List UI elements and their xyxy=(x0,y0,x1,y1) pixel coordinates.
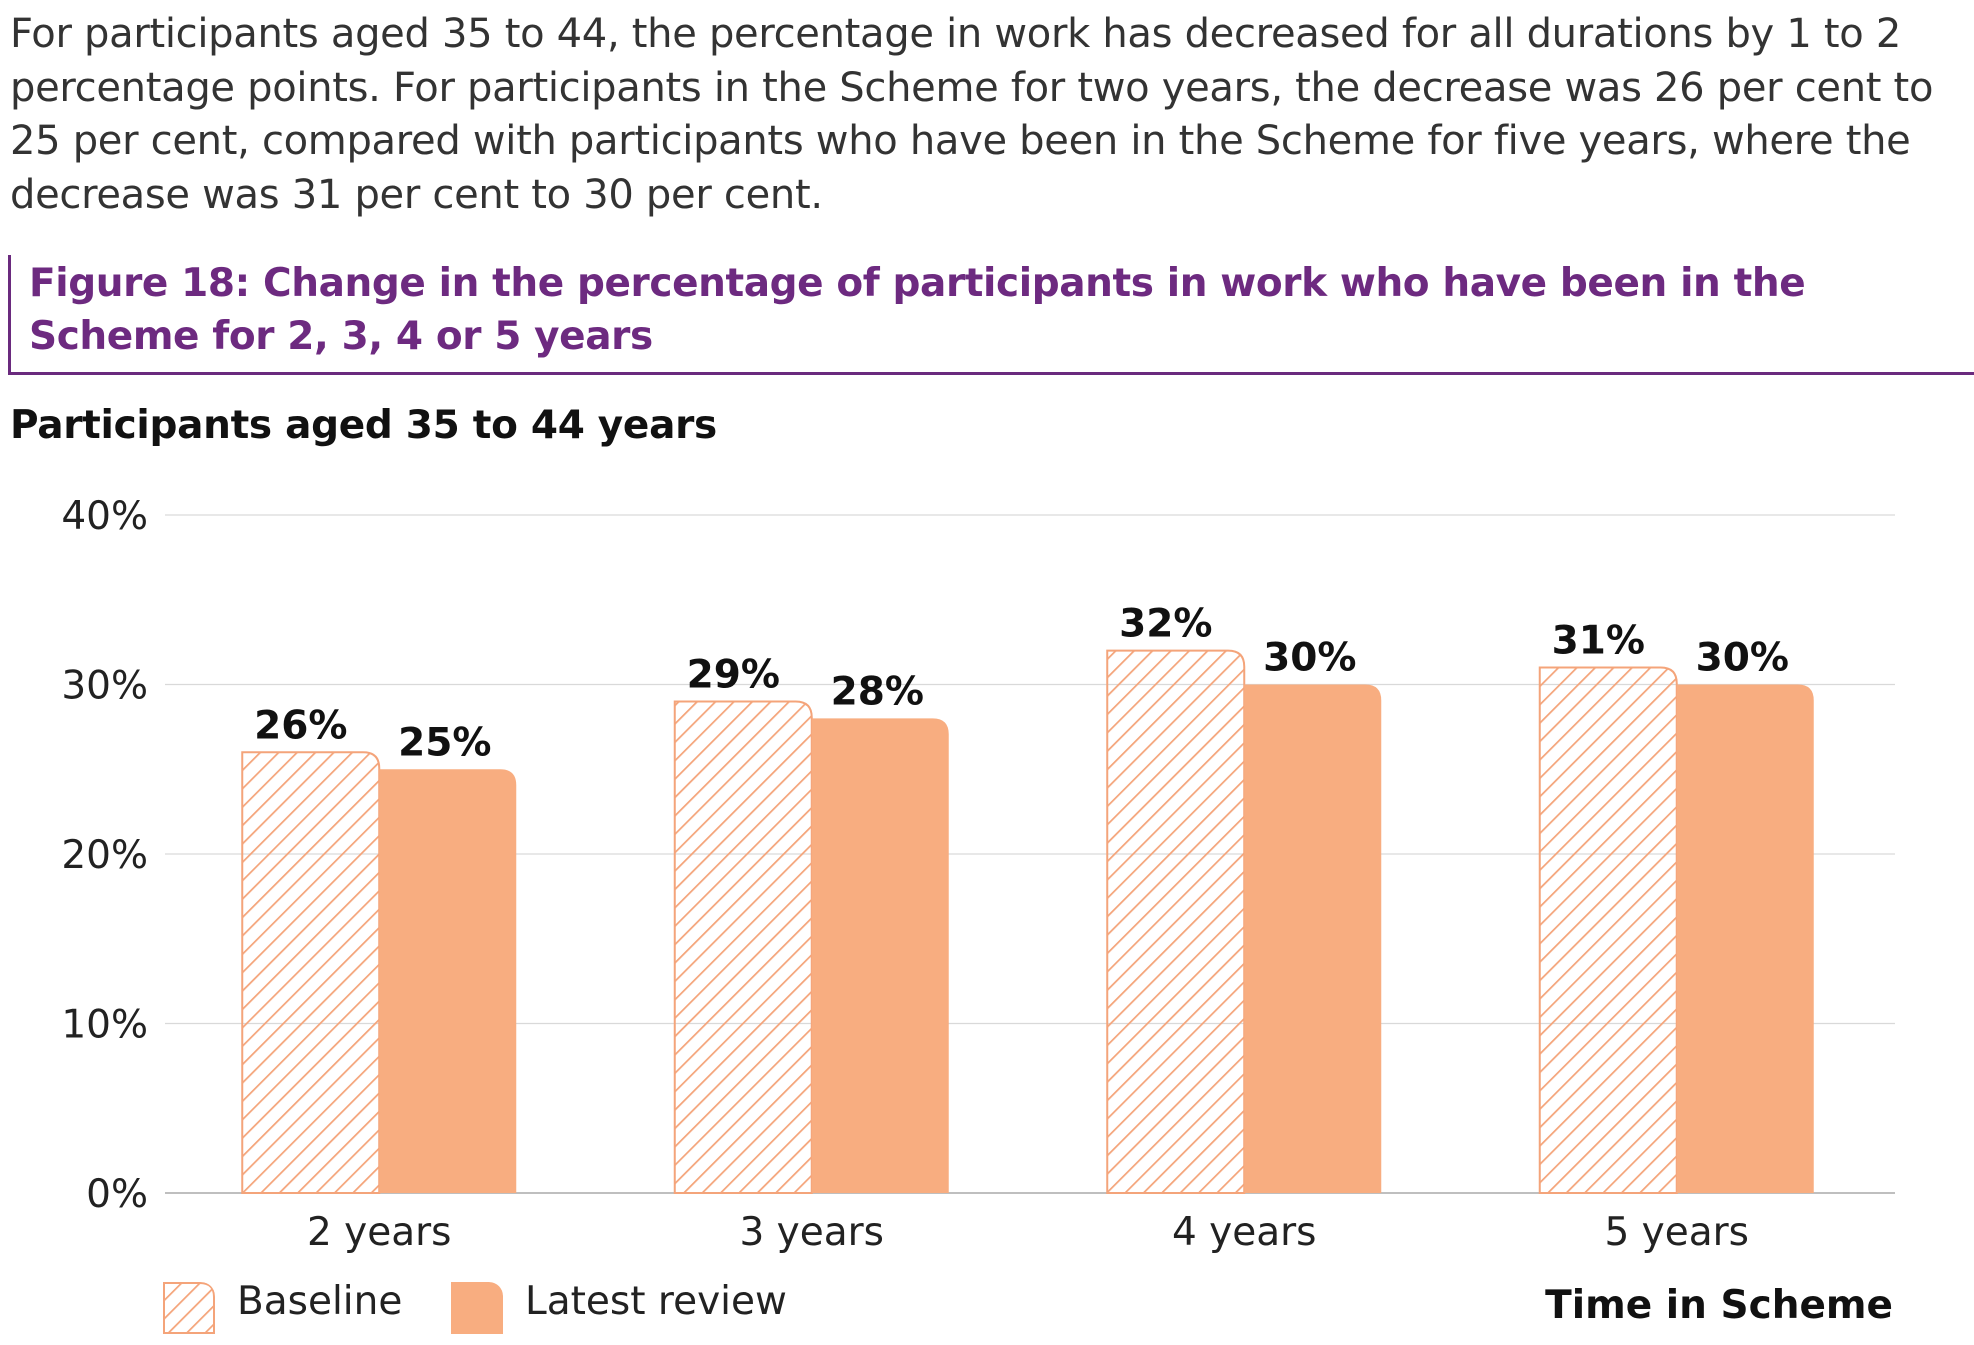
x-axis-ticks: 2 years 3 years 4 years 5 years xyxy=(307,1210,1749,1255)
x-tick-label: 3 years xyxy=(739,1210,884,1255)
bar-baseline xyxy=(241,751,381,1194)
bar-baseline xyxy=(1106,649,1246,1194)
data-label: 25% xyxy=(398,720,491,765)
chart-title: Participants aged 35 to 44 years xyxy=(10,403,717,448)
x-tick-label: 5 years xyxy=(1604,1210,1749,1255)
bar-latest-review xyxy=(1676,684,1814,1193)
data-label: 29% xyxy=(687,652,780,697)
bar-chart: 0%10%20%30%40% 26% 25%29% 28%32%30% 31% 30% … xyxy=(61,494,1895,1255)
x-tick-label: 2 years xyxy=(307,1210,452,1255)
y-axis-ticks: 0% 10% 20% 30% 40% xyxy=(61,494,148,1217)
legend-swatch-latest-review xyxy=(451,1282,503,1334)
y-tick-label: 0% xyxy=(86,1172,148,1217)
data-label: 26% xyxy=(254,703,347,748)
y-tick-label: 20% xyxy=(61,833,148,878)
bar-latest-review xyxy=(379,769,517,1193)
bars xyxy=(241,649,1814,1194)
legend-swatch-baseline xyxy=(163,1282,215,1334)
data-label: 31% xyxy=(1552,619,1645,664)
data-label: 32% xyxy=(1119,602,1212,647)
y-tick-label: 30% xyxy=(61,664,148,709)
x-axis-title: Time in Scheme xyxy=(1545,1283,1893,1328)
data-label: 30% xyxy=(1263,636,1356,681)
legend-label-latest-review: Latest review xyxy=(525,1279,787,1324)
data-labels: 26% 25% 29% 28% 32% 30% 31% 30% xyxy=(254,602,1789,766)
figure-title: Figure 18: Change in the percentage of p… xyxy=(29,261,1806,359)
figure-title-box: Figure 18: Change in the percentage of p… xyxy=(8,255,1974,375)
data-label: 28% xyxy=(831,669,924,714)
x-tick-label: 4 years xyxy=(1172,1210,1317,1255)
bar-baseline xyxy=(673,700,813,1194)
y-tick-label: 40% xyxy=(61,494,148,539)
y-tick-label: 10% xyxy=(61,1003,148,1048)
legend-label-baseline: Baseline xyxy=(237,1279,403,1324)
bar-baseline xyxy=(1538,666,1678,1194)
intro-paragraph: For participants aged 35 to 44, the perc… xyxy=(10,11,1934,218)
bar-latest-review xyxy=(811,718,949,1193)
data-label: 30% xyxy=(1696,636,1789,681)
bar-latest-review xyxy=(1244,684,1382,1193)
